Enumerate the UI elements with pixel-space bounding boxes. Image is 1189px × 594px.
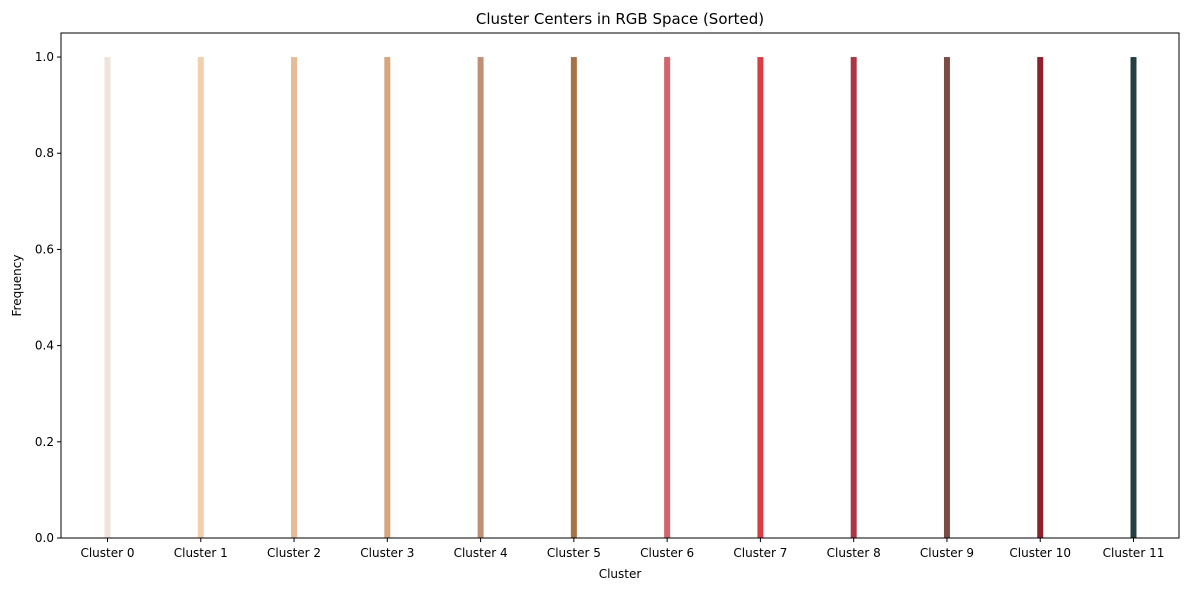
x-tick-label: Cluster 0 [80, 546, 134, 560]
y-tick-label: 0.8 [35, 146, 54, 160]
plot-frame [60, 32, 1180, 539]
y-tick-label: 0.4 [35, 339, 54, 353]
x-tick-label: Cluster 2 [267, 546, 321, 560]
bar [1037, 57, 1044, 539]
x-tick-label: Cluster 9 [920, 546, 974, 560]
x-tick-label: Cluster 7 [733, 546, 787, 560]
y-tick-label: 1.0 [35, 50, 54, 64]
bar [477, 57, 484, 539]
x-tick-label: Cluster 6 [640, 546, 694, 560]
x-axis-label: Cluster [599, 567, 642, 581]
x-tick-label: Cluster 8 [827, 546, 881, 560]
x-tick-label: Cluster 4 [454, 546, 508, 560]
x-tick-label: Cluster 1 [174, 546, 228, 560]
y-tick-label: 0.2 [35, 435, 54, 449]
bar [104, 57, 111, 539]
x-tick-label: Cluster 10 [1009, 546, 1071, 560]
bar [850, 57, 857, 539]
y-axis-label: Frequency [10, 255, 24, 317]
bar [757, 57, 764, 539]
y-tick-label: 0.0 [35, 531, 54, 545]
plot-area: 0.0 0.2 0.4 0.6 0.8 1.0 Cluster 0 Cluster 1 Clus… [35, 50, 1164, 560]
x-tick-label: Cluster 3 [360, 546, 414, 560]
bar [291, 57, 298, 539]
bar [570, 57, 577, 539]
bar [197, 57, 204, 539]
bar [384, 57, 391, 539]
bar [943, 57, 950, 539]
chart-title: Cluster Centers in RGB Space (Sorted) [476, 10, 764, 28]
x-tick-label: Cluster 5 [547, 546, 601, 560]
bar [1130, 57, 1137, 539]
bar [664, 57, 671, 539]
x-tick-label: Cluster 11 [1103, 546, 1165, 560]
y-tick-label: 0.6 [35, 242, 54, 256]
